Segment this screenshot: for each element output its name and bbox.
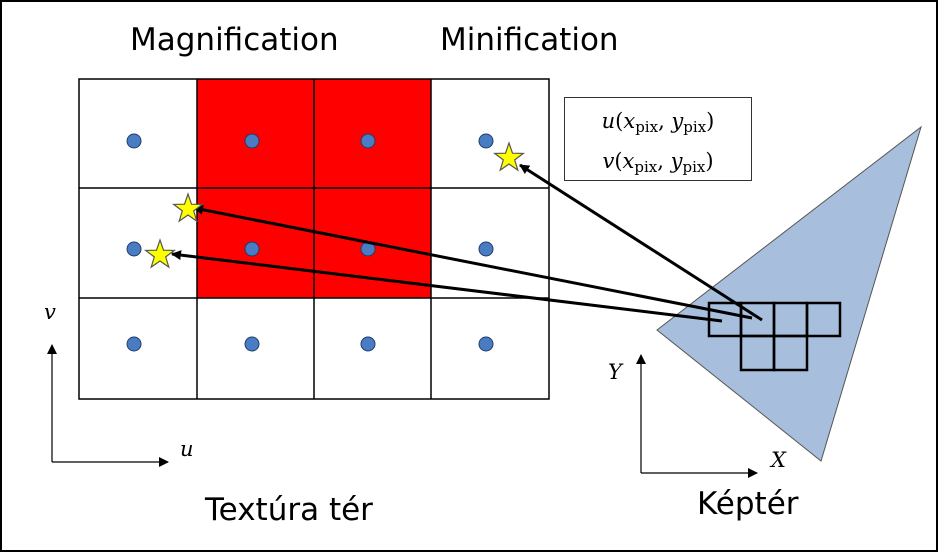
highlighted-texel [314,79,431,188]
texel-centers [126,133,494,352]
mapping-arrows [171,163,763,323]
mapping-formula-box: u(xpix, ypix) v(xpix, ypix) [564,97,752,181]
texel-dot [360,336,376,352]
x-axis-label: X [771,448,786,472]
magnification-heading: Magnification [130,22,339,58]
image-plane-triangle [656,125,922,462]
mapping-arrow [519,163,763,322]
sample-points [143,141,526,269]
texel-dot [360,133,376,149]
texture-axes [47,344,169,467]
v-formula: v(xpix, ypix) [602,149,714,176]
texel-dot [126,241,142,257]
star-icon [143,238,177,269]
star-icon [171,192,205,223]
texel-dot [244,336,260,352]
u-formula: u(xpix, ypix) [601,109,715,136]
texel-dot [478,133,494,149]
star-icon [492,141,526,172]
texel-dot [244,241,260,257]
image-axes [636,354,758,478]
mapping-arrow [171,250,723,323]
texture-space-caption: Textúra tér [205,492,373,528]
v-axis-label: v [44,300,56,324]
highlighted-texel [197,79,314,188]
mapping-arrow [193,204,753,320]
u-axis-label: u [180,437,194,461]
texel-dot [478,241,494,257]
texel-dot [126,133,142,149]
minification-heading: Minification [440,22,619,58]
texture-grid [78,78,550,400]
y-axis-label: Y [608,360,622,384]
pixel-grid [707,301,842,372]
texel-dot [478,336,494,352]
texel-dot [126,336,142,352]
texel-dot [244,133,260,149]
image-space-caption: Képtér [697,486,799,522]
